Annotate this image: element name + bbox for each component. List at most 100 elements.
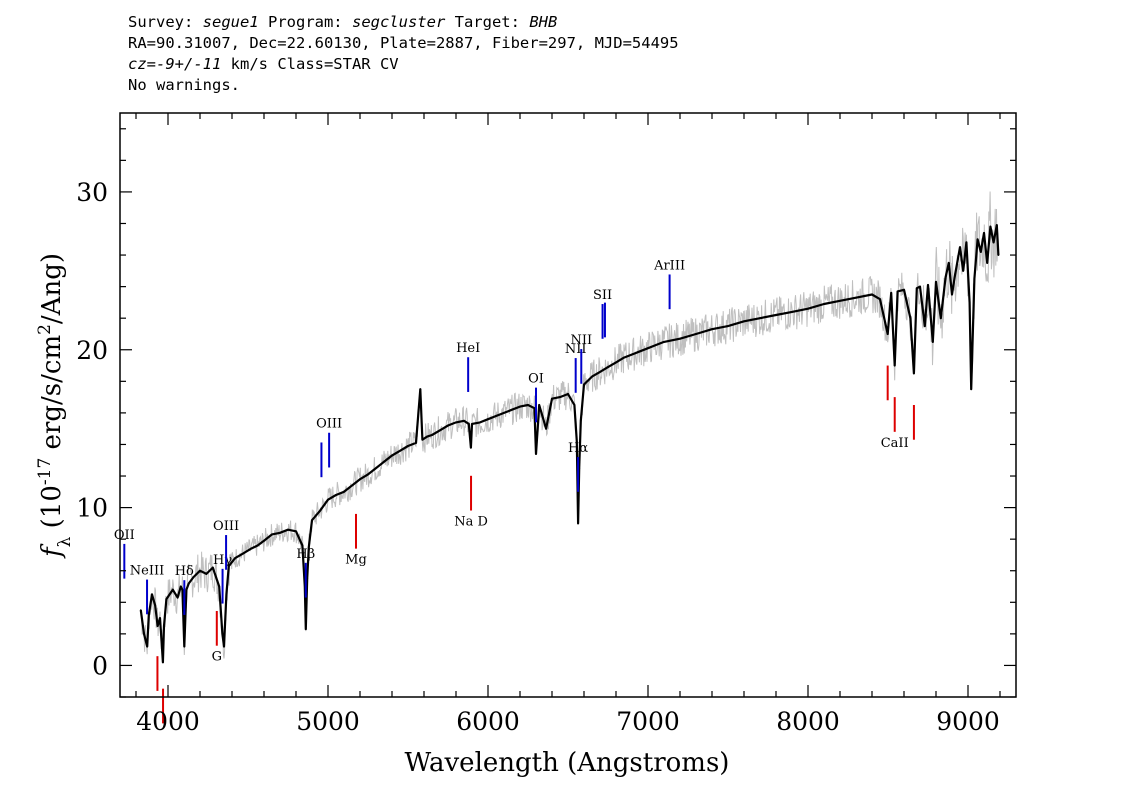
spectrum-point: [538, 404, 541, 406]
spectrum-point: [623, 356, 625, 359]
spectrum-point: [655, 344, 657, 346]
spectrum-point: [419, 388, 422, 391]
spectrum-point: [607, 366, 609, 368]
spectrum-point: [301, 544, 304, 547]
spectrum-point: [893, 364, 896, 367]
spectrum-point: [839, 299, 841, 302]
spectrum-point: [221, 633, 224, 635]
spectrum-point: [583, 383, 585, 386]
target-label: Target:: [445, 13, 530, 31]
spectrum-point: [989, 225, 992, 228]
spectrum-point: [962, 269, 965, 272]
line-label: Hα: [568, 441, 588, 456]
header-redshift-line: cz=-9+/-11 km/s Class=STAR CV: [128, 54, 679, 75]
spectrum-point: [959, 246, 961, 249]
cz-value: =-9+/-11: [146, 55, 222, 73]
y-tick-label: 30: [76, 178, 108, 207]
spectrum-point: [181, 588, 184, 591]
spectrum-point: [503, 412, 505, 414]
line-label: OII: [114, 528, 135, 543]
spectrum-point: [154, 604, 157, 607]
spectrum-point: [533, 407, 536, 410]
spectrum-point: [968, 301, 971, 304]
spectrum-header: Survey: segue1 Program: segcluster Targe…: [128, 12, 679, 96]
x-tick-label: 9000: [936, 707, 1000, 736]
spectrum-point: [295, 530, 297, 533]
header-survey-line: Survey: segue1 Program: segcluster Targe…: [128, 12, 679, 33]
line-label: G: [212, 650, 222, 665]
spectrum-point: [211, 566, 214, 569]
axes-layer: 4000 5000 6000 7000 8000 9000 0 10 20 30: [76, 112, 1017, 736]
spectrum-point: [559, 396, 561, 398]
spectrum-point: [983, 232, 985, 234]
spectrum-point: [903, 288, 905, 291]
line-label: NII: [570, 333, 592, 348]
line-label: CaII: [881, 436, 909, 451]
y-axis-label-part: λ: [55, 536, 75, 547]
spectrum-point: [639, 350, 641, 353]
line-label: NeIII: [130, 564, 164, 579]
spectrum-point: [995, 224, 998, 227]
spectrum-point: [205, 573, 208, 575]
x-tick-label: 8000: [776, 707, 840, 736]
spectrum-point: [944, 276, 947, 279]
spectrum-point: [455, 421, 457, 424]
cz-label: cz: [128, 55, 147, 73]
spectrum-point: [431, 434, 433, 436]
spectrum-point: [939, 317, 942, 320]
spectrum-point: [304, 628, 307, 630]
spectrum-point: [954, 273, 957, 275]
spectrum-point: [519, 405, 521, 408]
y-axis-label-part: -17: [35, 458, 55, 485]
y-axis-label-part: erg/s/cm: [37, 335, 67, 458]
spectrum-point: [192, 576, 195, 578]
target-value: BHB: [529, 13, 558, 31]
spectrum-point: [976, 238, 979, 241]
spectrum-point: [147, 614, 150, 616]
spectrum-point: [399, 449, 401, 452]
spectrum-point: [947, 262, 950, 264]
y-axis-label-part: (10: [37, 485, 67, 537]
spectrum-point: [931, 341, 934, 343]
spectrum-point: [511, 408, 513, 411]
spectrum-point: [391, 454, 393, 457]
spectrum-point: [183, 645, 186, 648]
survey-value: segue1: [202, 13, 259, 31]
spectrum-point: [467, 423, 470, 425]
spectrum-point: [807, 307, 809, 310]
spectrum-point: [577, 522, 579, 525]
spectrum-point: [439, 429, 441, 432]
spectrum-point: [307, 546, 310, 548]
line-label: Mg: [345, 553, 367, 568]
spectrum-point: [162, 661, 164, 664]
spectrum-point: [159, 617, 161, 619]
line-label: HeI: [456, 341, 480, 356]
y-tick-label: 20: [76, 336, 108, 365]
x-tick-label: 6000: [456, 707, 520, 736]
spectrum-point: [218, 585, 221, 588]
spectrum-point: [965, 241, 968, 244]
x-tick-label: 4000: [136, 707, 200, 736]
line-label: OIII: [316, 417, 342, 432]
spectrum-point: [919, 285, 921, 288]
spectrum-point: [227, 565, 230, 567]
spectrum-point: [156, 625, 159, 627]
line-label: Hβ: [296, 547, 315, 562]
program-label: Program:: [258, 13, 352, 31]
spectrum-point: [855, 296, 857, 299]
spectrum-point: [199, 569, 201, 572]
spectrum-point: [923, 325, 926, 327]
spectrum-point: [263, 539, 265, 542]
spectrum-point: [727, 325, 729, 327]
spectrum-point: [567, 393, 569, 395]
spectrum-point: [271, 533, 273, 536]
spectrum-point: [479, 421, 481, 424]
spectrum-point: [471, 423, 473, 425]
spectrum-point: [407, 445, 409, 447]
spectrum-point: [909, 317, 912, 320]
spectrum-point: [879, 298, 881, 301]
spectrum-point: [951, 293, 953, 296]
spectrum-point: [426, 435, 429, 438]
spectrum-point: [671, 339, 673, 342]
